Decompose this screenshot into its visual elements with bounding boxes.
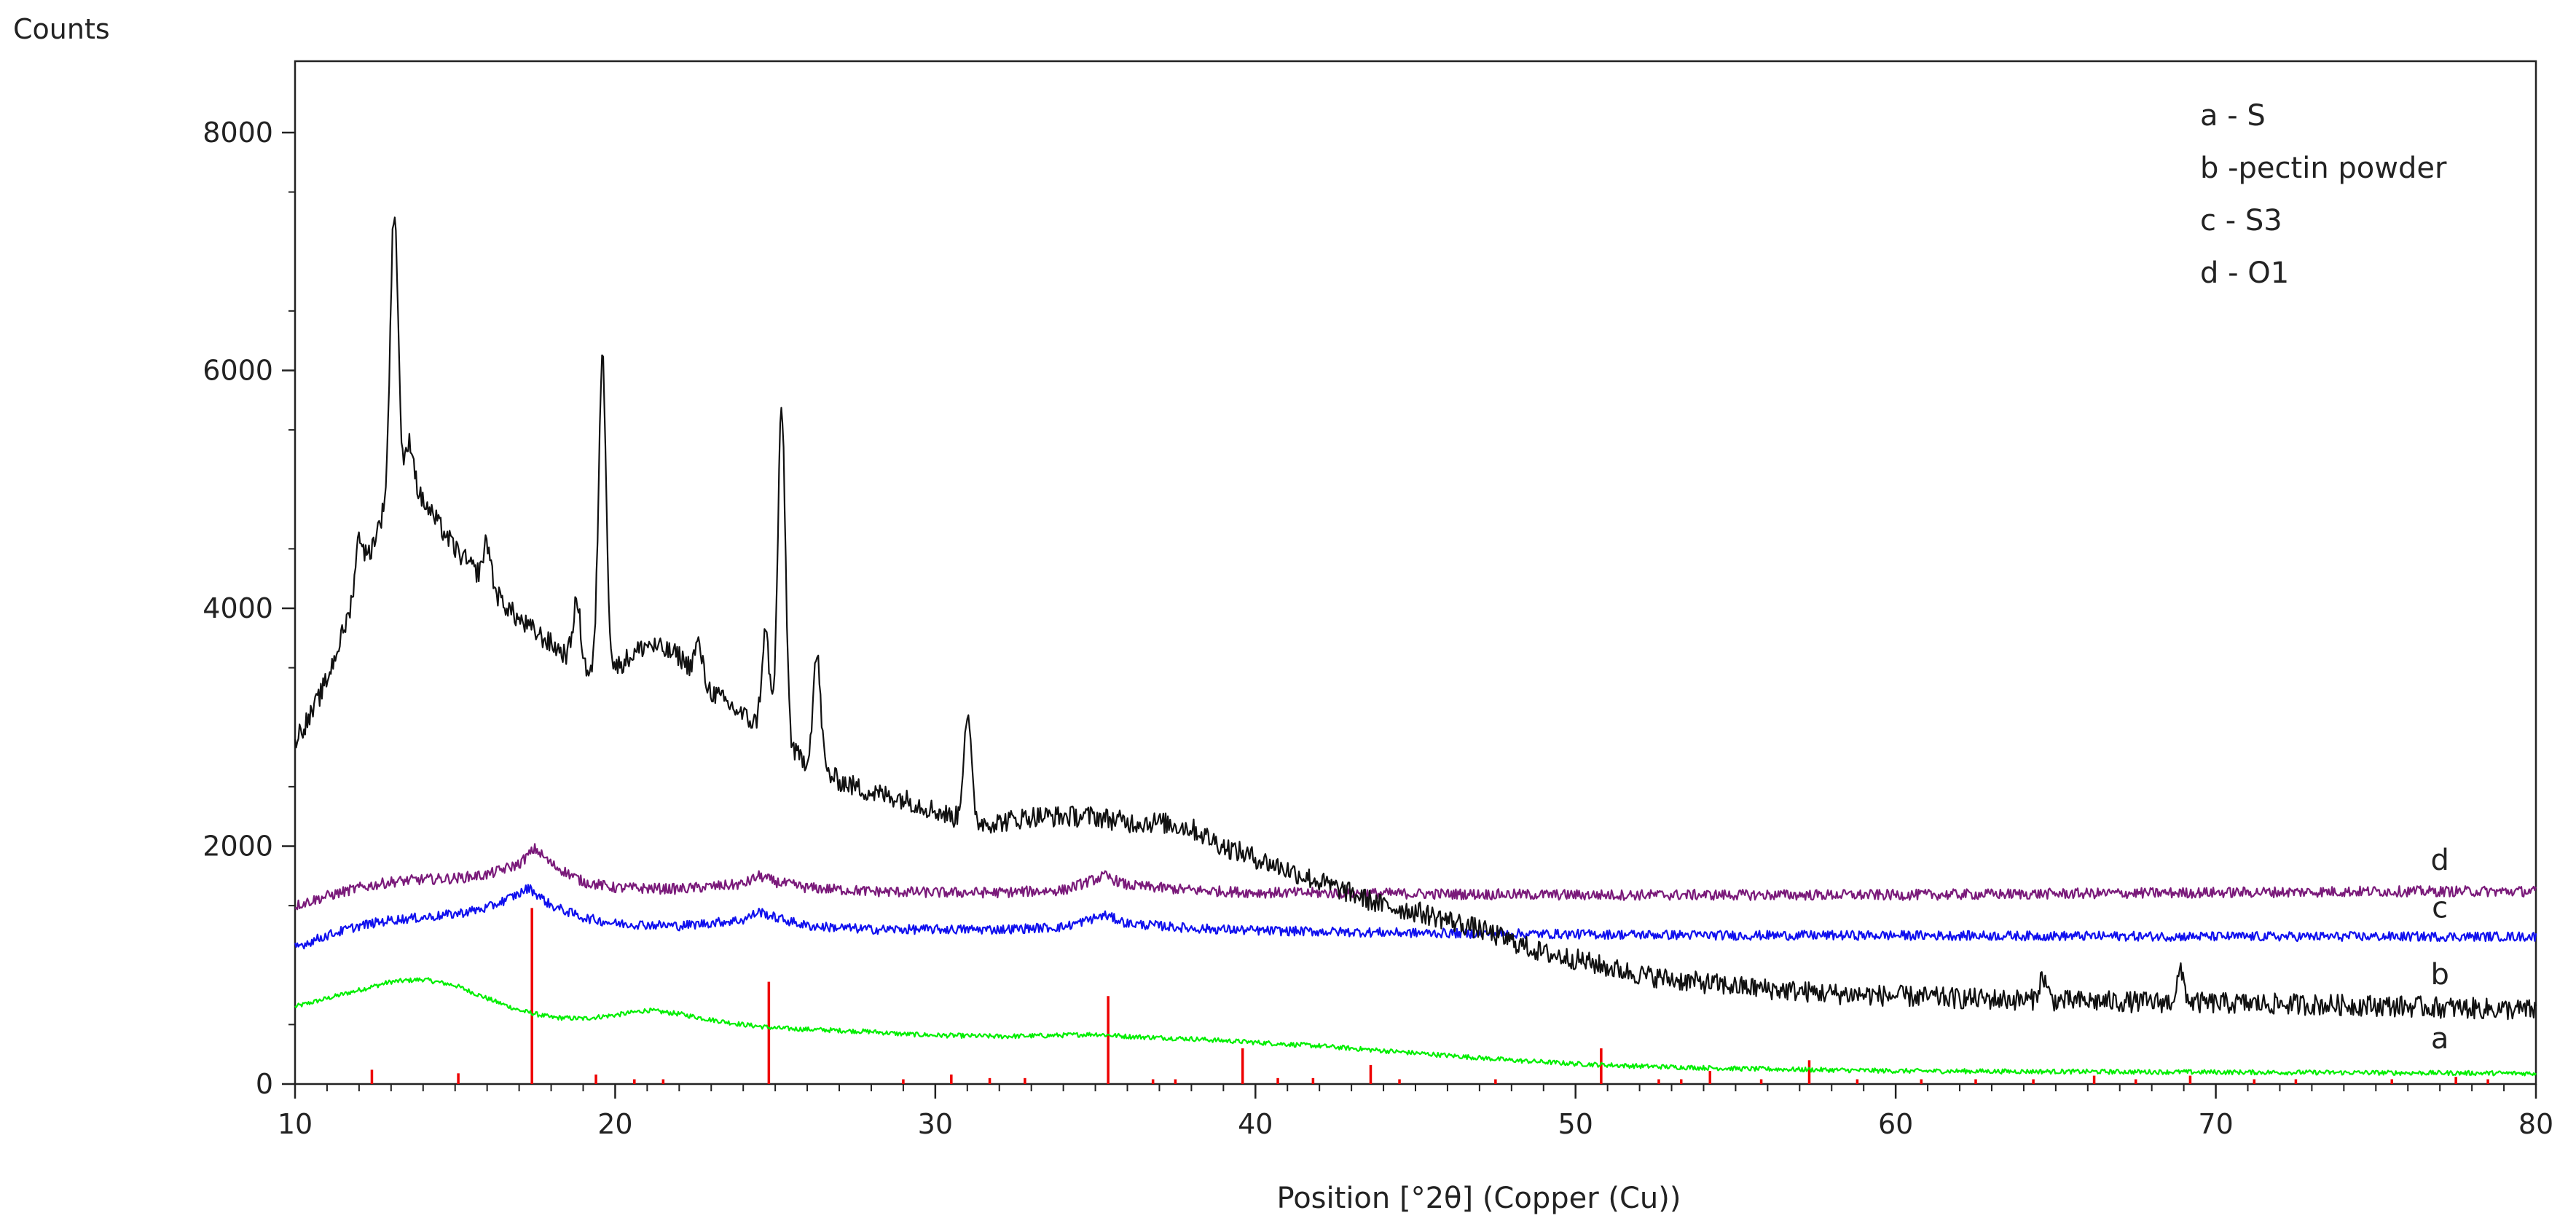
series-labels: ab cd bbox=[2430, 844, 2449, 1056]
legend-entry-c: c - S3 bbox=[2200, 204, 2282, 237]
x-tick-label: 10 bbox=[278, 1108, 313, 1140]
legend-entry-d: d - O1 bbox=[2200, 256, 2289, 290]
series-b-line bbox=[294, 216, 2537, 1021]
x-tick-label: 20 bbox=[597, 1108, 632, 1140]
series-a-line bbox=[294, 977, 2537, 1077]
x-tick-label: 40 bbox=[1238, 1108, 1273, 1140]
series-label-c: c bbox=[2432, 891, 2448, 924]
x-axis-title: Position [°2θ] (Copper (Cu)) bbox=[1277, 1182, 1681, 1215]
x-tick-label: 50 bbox=[1558, 1108, 1593, 1140]
series-label-b: b bbox=[2430, 958, 2449, 992]
y-tick-label: 2000 bbox=[203, 830, 273, 862]
y-axis-title: Counts bbox=[13, 13, 110, 45]
series-label-d: d bbox=[2430, 844, 2449, 877]
axes: 0 2000 4000 6000 8000 10 20 30 40 50 60 70 80 bbox=[203, 117, 2553, 1140]
legend-entry-a: a - S bbox=[2200, 99, 2266, 133]
series-label-a: a bbox=[2431, 1022, 2449, 1056]
legend: a - S b -pectin powder c - S3 d - O1 bbox=[2200, 99, 2447, 290]
x-tick-label: 80 bbox=[2518, 1108, 2553, 1140]
series-group bbox=[294, 216, 2537, 1077]
x-tick-label: 70 bbox=[2198, 1108, 2233, 1140]
series-d-line bbox=[294, 843, 2537, 911]
y-tick-label: 4000 bbox=[203, 592, 273, 624]
reference-pattern bbox=[370, 908, 2489, 1084]
x-tick-label: 60 bbox=[1878, 1108, 1913, 1140]
series-c-line bbox=[294, 884, 2537, 950]
y-tick-label: 8000 bbox=[203, 117, 273, 149]
x-tick-label: 30 bbox=[918, 1108, 953, 1140]
legend-entry-b: b -pectin powder bbox=[2200, 152, 2447, 185]
y-tick-label: 6000 bbox=[203, 354, 273, 386]
y-tick-label: 0 bbox=[256, 1068, 273, 1100]
